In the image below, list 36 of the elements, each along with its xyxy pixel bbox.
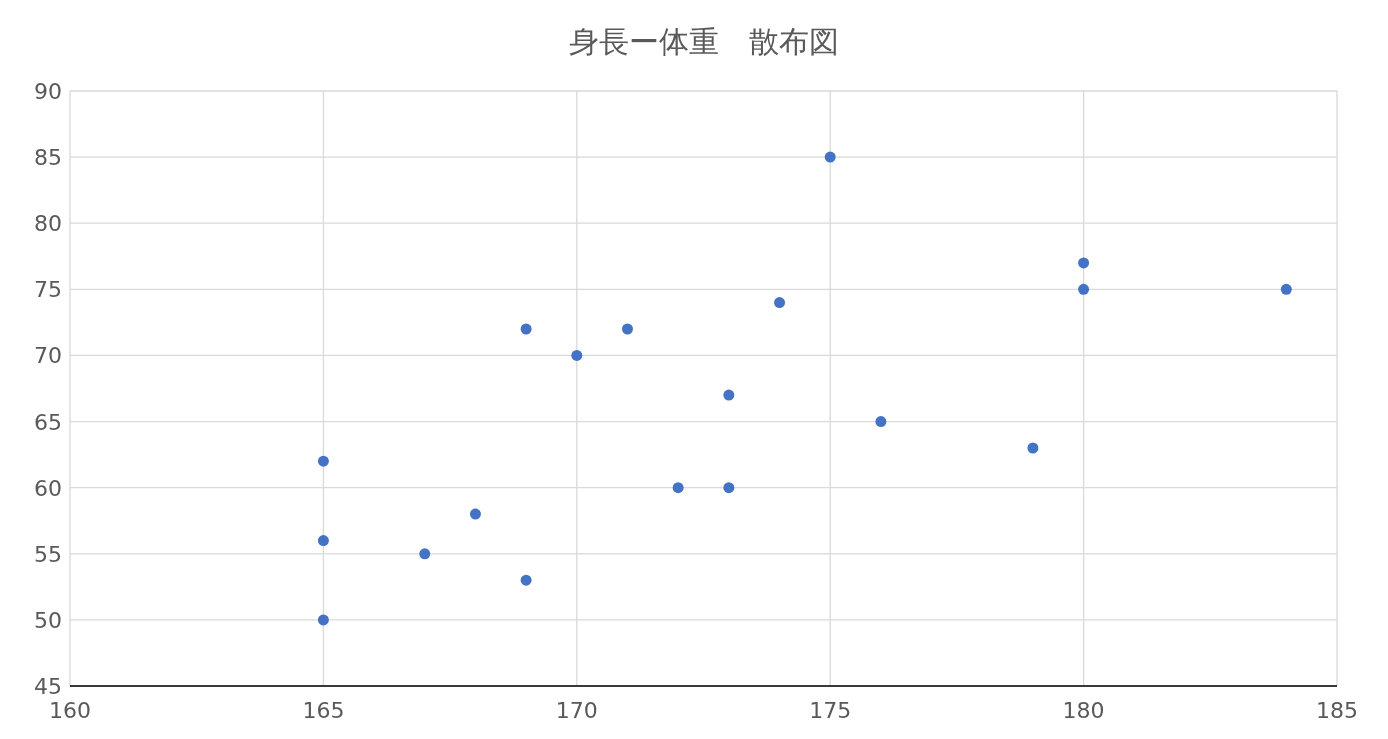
point xyxy=(520,323,532,335)
y-tick-label: 85 xyxy=(34,145,62,171)
point xyxy=(774,297,786,309)
point xyxy=(1027,442,1039,454)
x-tick-label: 160 xyxy=(49,698,91,723)
y-tick-label: 45 xyxy=(34,674,62,699)
x-tick-label: 170 xyxy=(555,698,598,723)
point xyxy=(723,482,735,494)
y-tick-label: 75 xyxy=(34,277,62,303)
point xyxy=(571,349,583,361)
chart-title: 身長ー体重 散布図 xyxy=(568,24,839,59)
point xyxy=(317,455,329,467)
point xyxy=(723,389,735,401)
y-tick-label: 55 xyxy=(34,541,62,567)
point xyxy=(317,535,329,547)
point xyxy=(419,548,431,560)
y-tick-label: 65 xyxy=(34,409,62,435)
point xyxy=(875,416,887,428)
point xyxy=(469,508,481,520)
y-tick-label: 80 xyxy=(34,211,62,237)
point xyxy=(317,614,329,626)
y-tick-label: 90 xyxy=(34,79,62,104)
point xyxy=(1078,257,1090,269)
point xyxy=(1078,283,1090,295)
point xyxy=(824,151,836,163)
y-tick-label: 70 xyxy=(34,343,62,369)
x-tick-label: 175 xyxy=(809,698,852,723)
x-tick-label: 185 xyxy=(1316,698,1358,723)
y-tick-label: 60 xyxy=(34,475,62,501)
y-tick-label: 50 xyxy=(34,607,62,633)
point xyxy=(621,323,633,335)
x-tick-label: 165 xyxy=(302,698,345,723)
x-tick-label: 180 xyxy=(1062,698,1105,723)
point xyxy=(520,574,532,586)
point xyxy=(1280,283,1292,295)
point xyxy=(672,482,684,494)
